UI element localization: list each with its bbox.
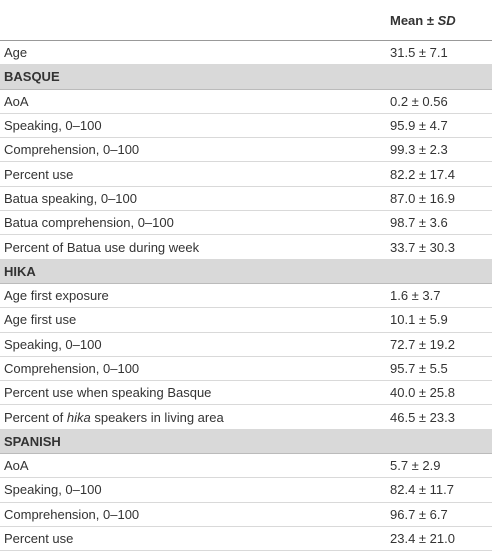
- row-value: 0.2 ± 0.56: [390, 89, 492, 114]
- row-label: Percent of Batua use during week: [0, 234, 390, 260]
- row-value: 31.5 ± 7.1: [390, 40, 492, 66]
- row-label: Age first use: [0, 307, 390, 333]
- data-row: Percent of Batua use during week 33.7 ± 3…: [0, 234, 492, 260]
- row-label: Batua speaking, 0–100: [0, 186, 390, 212]
- header-cell: [0, 0, 390, 41]
- row-label: Speaking, 0–100: [0, 113, 390, 139]
- row-label: Batua comprehension, 0–100: [0, 210, 390, 236]
- row-value: 95.9 ± 4.7: [390, 113, 492, 139]
- data-row: Age first use 10.1 ± 5.9: [0, 307, 492, 333]
- section-cell: [390, 259, 492, 284]
- row-label: Percent of hika speakers in living area: [0, 404, 390, 430]
- section-cell: [390, 64, 492, 90]
- row-value: 1.6 ± 3.7: [390, 283, 492, 309]
- section-title: SPANISH: [0, 429, 390, 455]
- text-segment: Percent of: [4, 409, 67, 425]
- row-label: Age: [0, 40, 390, 66]
- header-row: Mean ± SD: [0, 0, 492, 41]
- data-row: AoA 5.7 ± 2.9: [0, 453, 492, 479]
- row-label: Age first exposure: [0, 283, 390, 309]
- text-segment: Mean ±: [390, 12, 438, 28]
- row-value: 82.4 ± 11.7: [390, 477, 492, 503]
- section-title: BASQUE: [0, 64, 390, 90]
- data-row: Age first exposure 1.6 ± 3.7: [0, 283, 492, 309]
- row-label: Speaking, 0–100: [0, 332, 390, 357]
- row-label: Speaking, 0–100: [0, 477, 390, 503]
- row-label: Percent use when speaking Basque: [0, 380, 390, 406]
- section-title: HIKA: [0, 259, 390, 284]
- data-row: Comprehension, 0–100 99.3 ± 2.3: [0, 137, 492, 163]
- section-row: HIKA: [0, 259, 492, 284]
- row-label: Comprehension, 0–100: [0, 137, 390, 163]
- data-row: Batua speaking, 0–100 87.0 ± 16.9: [0, 186, 492, 212]
- section-row: SPANISH: [0, 429, 492, 455]
- data-row: Percent use 23.4 ± 21.0: [0, 526, 492, 551]
- row-label: AoA: [0, 89, 390, 114]
- row-value: 23.4 ± 21.0: [390, 526, 492, 551]
- row-value: 96.7 ± 6.7: [390, 502, 492, 527]
- section-row: BASQUE: [0, 64, 492, 90]
- header-cell: Mean ± SD: [390, 0, 492, 41]
- row-label: Percent use: [0, 526, 390, 551]
- row-value: 95.7 ± 5.5: [390, 356, 492, 382]
- row-label: Percent use: [0, 161, 390, 187]
- section-cell: [390, 429, 492, 455]
- text-segment: hika: [66, 409, 91, 425]
- row-value: 87.0 ± 16.9: [390, 186, 492, 212]
- data-row: Batua comprehension, 0–100 98.7 ± 3.6: [0, 210, 492, 236]
- row-value: 46.5 ± 23.3: [390, 404, 492, 430]
- data-row: Percent use 82.2 ± 17.4: [0, 161, 492, 187]
- row-label: Comprehension, 0–100: [0, 502, 390, 527]
- data-row: Speaking, 0–100 95.9 ± 4.7: [0, 113, 492, 139]
- row-value: 99.3 ± 2.3: [390, 137, 492, 163]
- row-value: 98.7 ± 3.6: [390, 210, 492, 236]
- data-row: Percent use when speaking Basque 40.0 ± 2…: [0, 380, 492, 406]
- row-value: 40.0 ± 25.8: [390, 380, 492, 406]
- text-segment: speakers in living area: [90, 409, 224, 425]
- data-row: Comprehension, 0–100 95.7 ± 5.5: [0, 356, 492, 382]
- text-segment: SD: [437, 12, 456, 28]
- data-row: Speaking, 0–100 82.4 ± 11.7: [0, 477, 492, 503]
- data-row: Comprehension, 0–100 96.7 ± 6.7: [0, 502, 492, 527]
- data-row: Percent of hika speakers in living area 4…: [0, 404, 492, 430]
- row-value: 82.2 ± 17.4: [390, 161, 492, 187]
- row-value: 33.7 ± 30.3: [390, 234, 492, 260]
- row-value: 5.7 ± 2.9: [390, 453, 492, 479]
- row-label: AoA: [0, 453, 390, 479]
- row-value: 10.1 ± 5.9: [390, 307, 492, 333]
- data-row: AoA 0.2 ± 0.56: [0, 89, 492, 114]
- row-value: 72.7 ± 19.2: [390, 332, 492, 357]
- data-row: Age 31.5 ± 7.1: [0, 40, 492, 66]
- data-row: Speaking, 0–100 72.7 ± 19.2: [0, 332, 492, 357]
- row-label: Comprehension, 0–100: [0, 356, 390, 382]
